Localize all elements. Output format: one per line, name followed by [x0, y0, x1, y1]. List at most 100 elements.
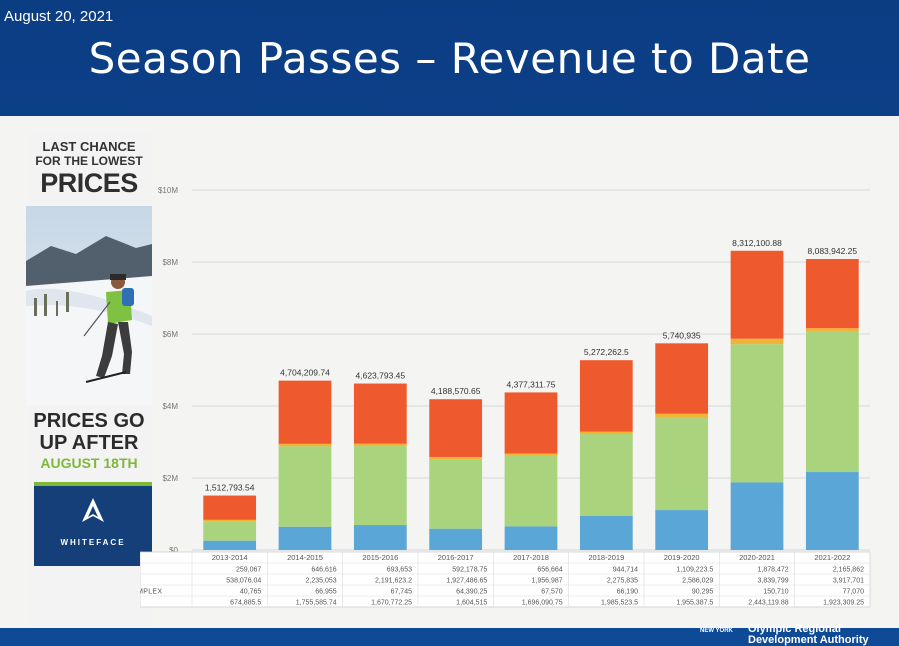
y-tick-label: $8M — [162, 258, 178, 267]
bar-segment — [579, 434, 633, 516]
bar-segment — [730, 338, 784, 345]
table-cell: 66,190 — [617, 589, 639, 596]
promo-prices-line-1: PRICES GO — [33, 410, 145, 432]
promo-deadline: AUGUST 18TH — [40, 455, 138, 471]
y-tick-label: $4M — [162, 402, 178, 411]
bar-total-label: 1,512,793.54 — [205, 483, 255, 493]
bar-segment — [504, 392, 558, 454]
table-cell: 3,839,799 — [758, 578, 789, 585]
bar-segment — [429, 528, 483, 550]
bar-segment — [504, 526, 558, 550]
bar-segment — [353, 443, 407, 447]
table-cell: 64,390.25 — [456, 589, 487, 596]
ny-state-label: NEW YORK — [700, 628, 733, 634]
table-cell: 2,165,862 — [833, 567, 864, 574]
x-category-label: 2020-2021 — [739, 553, 775, 562]
table-cell: 693,653 — [387, 567, 412, 574]
table-cell: 2,275,835 — [607, 578, 638, 585]
table-cell: 944,714 — [613, 567, 638, 574]
y-tick-label: $10M — [158, 186, 178, 195]
bar-total-label: 4,704,209.74 — [280, 368, 330, 378]
table-cell: 674,885.5 — [230, 600, 261, 607]
org-name: Olympic Regional Development Authority — [748, 624, 898, 646]
org-name-line-2: Development Authority — [748, 634, 869, 646]
bar-segment — [730, 482, 784, 550]
table-cell: 40,765 — [240, 589, 262, 596]
bar-segment — [805, 472, 859, 550]
table-cell: 1,696,090.75 — [522, 600, 563, 607]
table-cell: 67,570 — [541, 589, 563, 596]
x-category-label: 2015-2016 — [362, 553, 398, 562]
bar-segment — [353, 525, 407, 550]
bar-segment — [805, 258, 859, 329]
x-category-label: 2018-2019 — [588, 553, 624, 562]
data-table — [140, 551, 871, 608]
table-cell: 538,076.04 — [226, 578, 261, 585]
legend-label: OLYMPIC SPORTS COMPLEX — [140, 589, 162, 596]
bar-segment — [655, 413, 709, 417]
bar-segment — [805, 330, 859, 473]
bar-segment — [655, 510, 709, 550]
bar-total-label: 5,272,262.5 — [584, 347, 629, 357]
table-cell: 1,985,523.5 — [601, 600, 638, 607]
bar-segment — [203, 540, 257, 550]
mountain-logo-icon — [82, 498, 104, 522]
bar-segment — [278, 380, 332, 444]
promo-headline: PRICES — [40, 168, 138, 198]
table-cell: 3,917,701 — [833, 578, 864, 585]
table-cell: 67,745 — [391, 589, 413, 596]
table-cell: 2,443,119.88 — [748, 600, 788, 607]
table-cell: 150,710 — [763, 589, 788, 596]
table-cell: 1,670,772.25 — [371, 600, 412, 607]
table-cell: 1,955,387.5 — [676, 600, 713, 607]
x-category-label: 2019-2020 — [664, 553, 700, 562]
revenue-chart: $0 $2M $4M $6M $8M $10M 1,512,793.54 4,704,209.… — [140, 186, 871, 608]
bar-segment — [203, 521, 257, 541]
org-name-line-1: Olympic Regional — [748, 623, 841, 635]
bar-segment — [579, 360, 633, 432]
x-category-label: 2013-2014 — [212, 553, 248, 562]
skier-photo — [26, 206, 152, 406]
promo-prices-line-2: UP AFTER — [39, 432, 139, 454]
bar-segment — [278, 443, 332, 447]
bar-total-label: 8,083,942.25 — [808, 246, 858, 256]
bar-segment — [655, 416, 709, 511]
bar-segment — [579, 515, 633, 550]
date-label: August 20, 2021 — [4, 8, 114, 25]
bar-segment — [429, 456, 483, 460]
table-cell: 1,923,309.25 — [823, 600, 864, 607]
table-cell: 1,956,987 — [532, 578, 563, 585]
table-cell: 1,755,585.74 — [296, 600, 337, 607]
bar-segment — [504, 453, 558, 456]
promo-line-1: LAST CHANCE — [42, 139, 136, 154]
table-cell: 1,109,223.5 — [676, 567, 713, 574]
bar-segment — [805, 328, 859, 331]
bar-total-label: 4,188,570.65 — [431, 386, 481, 396]
bar-segment — [278, 526, 332, 550]
table-cell: 1,878,472 — [758, 567, 789, 574]
bar-segment — [504, 455, 558, 527]
y-tick-label: $6M — [162, 330, 178, 339]
table-cell: 2,586,029 — [682, 578, 713, 585]
promo-banner: LAST CHANCE FOR THE LOWEST PRICES — [26, 130, 152, 625]
whiteface-logo-box: WHITEFACE — [34, 482, 152, 566]
skier-illustration — [26, 206, 152, 406]
bar-segment — [353, 383, 407, 444]
bar-total-label: 5,740,935 — [663, 330, 701, 340]
bar-segment — [353, 446, 407, 526]
bar-total-label: 4,623,793.45 — [356, 371, 406, 381]
bar-segment — [203, 495, 257, 520]
table-cell: 2,235,053 — [306, 578, 337, 585]
bar-segment — [429, 399, 483, 457]
promo-line-2: FOR THE LOWEST — [35, 154, 143, 168]
table-cell: 66,955 — [315, 589, 337, 596]
table-cell: 1,604,515 — [456, 600, 487, 607]
x-category-label: 2014-2015 — [287, 553, 323, 562]
y-tick-label: $2M — [162, 474, 178, 483]
x-category-label: 2021-2022 — [814, 553, 850, 562]
bar-segment — [429, 459, 483, 529]
table-cell: 259,067 — [236, 567, 261, 574]
table-cell: 2,191,623.2 — [375, 578, 412, 585]
y-tick-label: $0 — [169, 546, 178, 555]
